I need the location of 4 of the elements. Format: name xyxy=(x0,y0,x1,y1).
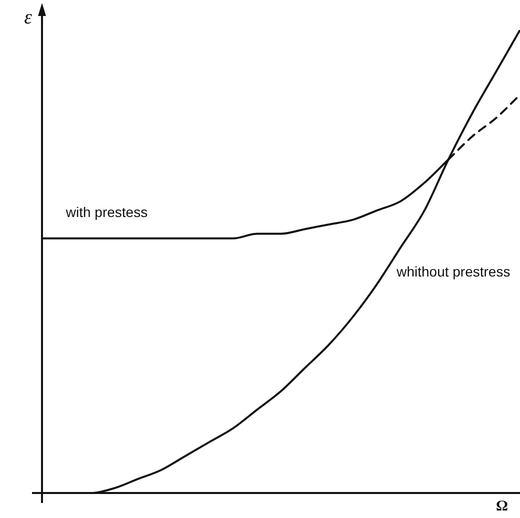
x-axis-title: Ω xyxy=(496,498,508,514)
y-axis-title: ε xyxy=(24,6,32,28)
series-label: with prestess xyxy=(64,204,148,220)
series-label: whithout prestress xyxy=(396,264,510,280)
